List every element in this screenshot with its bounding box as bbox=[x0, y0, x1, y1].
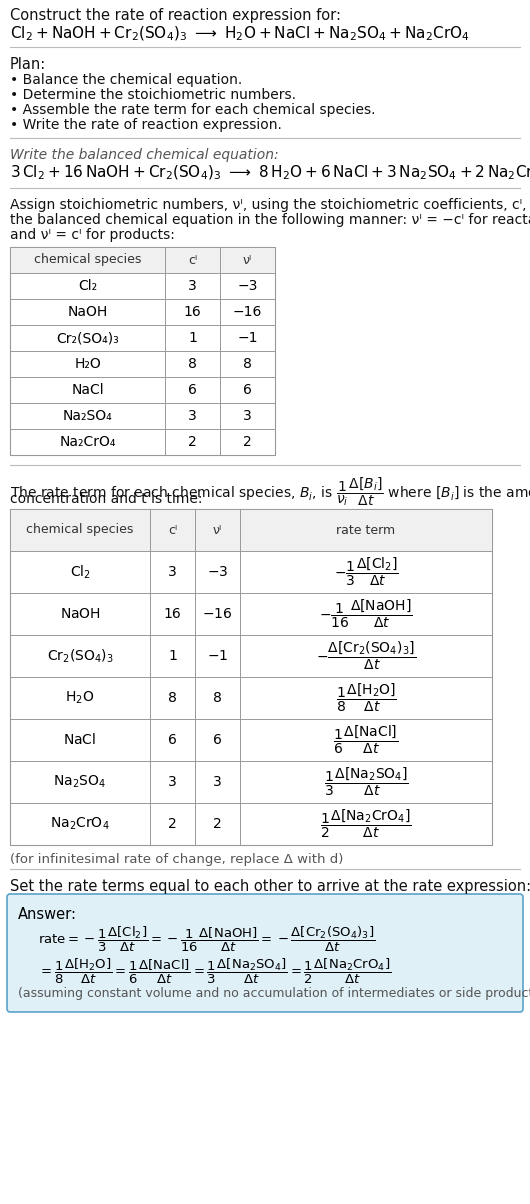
Text: 6: 6 bbox=[168, 733, 177, 746]
Text: $\mathrm{Na_2CrO_4}$: $\mathrm{Na_2CrO_4}$ bbox=[50, 816, 110, 832]
Text: • Balance the chemical equation.: • Balance the chemical equation. bbox=[10, 73, 242, 87]
Text: (assuming constant volume and no accumulation of intermediates or side products): (assuming constant volume and no accumul… bbox=[18, 987, 530, 1001]
Text: $\mathrm{Na_2SO_4}$: $\mathrm{Na_2SO_4}$ bbox=[54, 774, 107, 790]
Text: 2: 2 bbox=[213, 818, 222, 831]
Text: $\mathrm{rate} = -\dfrac{1}{3}\dfrac{\Delta[\mathrm{Cl_2}]}{\Delta t} = -\dfrac{: $\mathrm{rate} = -\dfrac{1}{3}\dfrac{\De… bbox=[38, 925, 375, 955]
Text: Cl₂: Cl₂ bbox=[78, 279, 97, 293]
Text: H₂O: H₂O bbox=[74, 358, 101, 371]
Text: Construct the rate of reaction expression for:: Construct the rate of reaction expressio… bbox=[10, 8, 341, 23]
Text: $\mathrm{Cr_2(SO_4)_3}$: $\mathrm{Cr_2(SO_4)_3}$ bbox=[47, 648, 113, 665]
Text: • Determine the stoichiometric numbers.: • Determine the stoichiometric numbers. bbox=[10, 88, 296, 102]
Text: $-\dfrac{\Delta[\mathrm{Cr_2(SO_4)_3}]}{\Delta t}$: $-\dfrac{\Delta[\mathrm{Cr_2(SO_4)_3}]}{… bbox=[316, 639, 416, 672]
Text: 8: 8 bbox=[188, 358, 197, 371]
Text: νᴵ: νᴵ bbox=[243, 254, 252, 266]
Text: $-16$: $-16$ bbox=[202, 607, 233, 621]
Text: 2: 2 bbox=[188, 435, 197, 449]
Text: 3: 3 bbox=[168, 775, 177, 789]
Text: $-1$: $-1$ bbox=[207, 649, 228, 663]
Text: $\mathrm{3\,Cl_2 + 16\,NaOH + Cr_2(SO_4)_3 \ \longrightarrow \ 8\,H_2O + 6\,NaCl: $\mathrm{3\,Cl_2 + 16\,NaOH + Cr_2(SO_4)… bbox=[10, 164, 530, 182]
FancyBboxPatch shape bbox=[7, 895, 523, 1013]
Text: Write the balanced chemical equation:: Write the balanced chemical equation: bbox=[10, 148, 279, 163]
Text: NaOH: NaOH bbox=[67, 305, 108, 319]
Text: $\dfrac{1}{3}\dfrac{\Delta[\mathrm{Na_2SO_4}]}{\Delta t}$: $\dfrac{1}{3}\dfrac{\Delta[\mathrm{Na_2S… bbox=[323, 766, 409, 798]
Text: $-3$: $-3$ bbox=[207, 565, 228, 579]
Text: Plan:: Plan: bbox=[10, 57, 46, 72]
Text: 3: 3 bbox=[213, 775, 222, 789]
Text: (for infinitesimal rate of change, replace Δ with d): (for infinitesimal rate of change, repla… bbox=[10, 852, 343, 866]
Bar bbox=[10, 247, 275, 455]
Text: Set the rate terms equal to each other to arrive at the rate expression:: Set the rate terms equal to each other t… bbox=[10, 879, 530, 895]
Text: $-\dfrac{1}{3}\dfrac{\Delta[\mathrm{Cl_2}]}{\Delta t}$: $-\dfrac{1}{3}\dfrac{\Delta[\mathrm{Cl_2… bbox=[333, 556, 399, 589]
Text: rate term: rate term bbox=[337, 524, 395, 537]
Text: chemical species: chemical species bbox=[26, 524, 134, 537]
Text: $= \dfrac{1}{8}\dfrac{\Delta[\mathrm{H_2O}]}{\Delta t} = \dfrac{1}{6}\dfrac{\Del: $= \dfrac{1}{8}\dfrac{\Delta[\mathrm{H_2… bbox=[38, 957, 391, 986]
Text: −1: −1 bbox=[237, 331, 258, 346]
Text: 3: 3 bbox=[168, 565, 177, 579]
Text: Answer:: Answer: bbox=[18, 907, 77, 922]
Text: cᴵ: cᴵ bbox=[188, 254, 197, 266]
Text: NaCl: NaCl bbox=[71, 383, 104, 397]
Text: νᴵ: νᴵ bbox=[213, 524, 222, 537]
Text: $\mathrm{NaCl}$: $\mathrm{NaCl}$ bbox=[64, 732, 96, 748]
Text: 8: 8 bbox=[243, 358, 252, 371]
Text: −3: −3 bbox=[237, 279, 258, 293]
Text: The rate term for each chemical species, $B_i$, is $\dfrac{1}{\nu_i}\dfrac{\Delt: The rate term for each chemical species,… bbox=[10, 476, 530, 508]
Text: chemical species: chemical species bbox=[34, 254, 141, 266]
Text: $\dfrac{1}{6}\dfrac{\Delta[\mathrm{NaCl}]}{\Delta t}$: $\dfrac{1}{6}\dfrac{\Delta[\mathrm{NaCl}… bbox=[333, 724, 399, 756]
Text: 3: 3 bbox=[188, 279, 197, 293]
Text: Na₂CrO₄: Na₂CrO₄ bbox=[59, 435, 116, 449]
Text: $\dfrac{1}{2}\dfrac{\Delta[\mathrm{Na_2CrO_4}]}{\Delta t}$: $\dfrac{1}{2}\dfrac{\Delta[\mathrm{Na_2C… bbox=[320, 808, 412, 840]
Text: the balanced chemical equation in the following manner: νᴵ = −cᴵ for reactants: the balanced chemical equation in the fo… bbox=[10, 213, 530, 228]
Text: • Write the rate of reaction expression.: • Write the rate of reaction expression. bbox=[10, 118, 282, 132]
Text: • Assemble the rate term for each chemical species.: • Assemble the rate term for each chemic… bbox=[10, 104, 375, 117]
Text: 2: 2 bbox=[243, 435, 252, 449]
Text: 2: 2 bbox=[168, 818, 177, 831]
Text: 8: 8 bbox=[213, 691, 222, 706]
Text: $\dfrac{1}{8}\dfrac{\Delta[\mathrm{H_2O}]}{\Delta t}$: $\dfrac{1}{8}\dfrac{\Delta[\mathrm{H_2O}… bbox=[335, 681, 396, 714]
Text: 6: 6 bbox=[213, 733, 222, 746]
Text: 1: 1 bbox=[188, 331, 197, 346]
Text: −16: −16 bbox=[233, 305, 262, 319]
Text: Cr₂(SO₄)₃: Cr₂(SO₄)₃ bbox=[56, 331, 119, 346]
Text: $\mathrm{Cl_2}$: $\mathrm{Cl_2}$ bbox=[69, 563, 91, 580]
Text: cᴵ: cᴵ bbox=[168, 524, 177, 537]
Bar bbox=[10, 509, 492, 551]
Text: Assign stoichiometric numbers, νᴵ, using the stoichiometric coefficients, cᴵ, fr: Assign stoichiometric numbers, νᴵ, using… bbox=[10, 197, 530, 212]
Text: 16: 16 bbox=[164, 607, 181, 621]
Text: 1: 1 bbox=[168, 649, 177, 663]
Text: concentration and t is time:: concentration and t is time: bbox=[10, 492, 202, 506]
Text: Na₂SO₄: Na₂SO₄ bbox=[63, 409, 112, 423]
Text: 3: 3 bbox=[243, 409, 252, 423]
Bar bbox=[10, 509, 492, 845]
Text: and νᴵ = cᴵ for products:: and νᴵ = cᴵ for products: bbox=[10, 228, 175, 242]
Text: 6: 6 bbox=[243, 383, 252, 397]
Text: 6: 6 bbox=[188, 383, 197, 397]
Text: 3: 3 bbox=[188, 409, 197, 423]
Text: 8: 8 bbox=[168, 691, 177, 706]
Text: $\mathrm{H_2O}$: $\mathrm{H_2O}$ bbox=[65, 690, 95, 707]
Text: $-\dfrac{1}{16}\dfrac{\Delta[\mathrm{NaOH}]}{\Delta t}$: $-\dfrac{1}{16}\dfrac{\Delta[\mathrm{NaO… bbox=[319, 598, 413, 630]
Text: $\mathrm{Cl_2 + NaOH + Cr_2(SO_4)_3 \ \longrightarrow \ H_2O + NaCl + Na_2SO_4 +: $\mathrm{Cl_2 + NaOH + Cr_2(SO_4)_3 \ \l… bbox=[10, 25, 470, 43]
Text: $\mathrm{NaOH}$: $\mathrm{NaOH}$ bbox=[59, 607, 100, 621]
Text: 16: 16 bbox=[183, 305, 201, 319]
Bar bbox=[10, 247, 275, 273]
